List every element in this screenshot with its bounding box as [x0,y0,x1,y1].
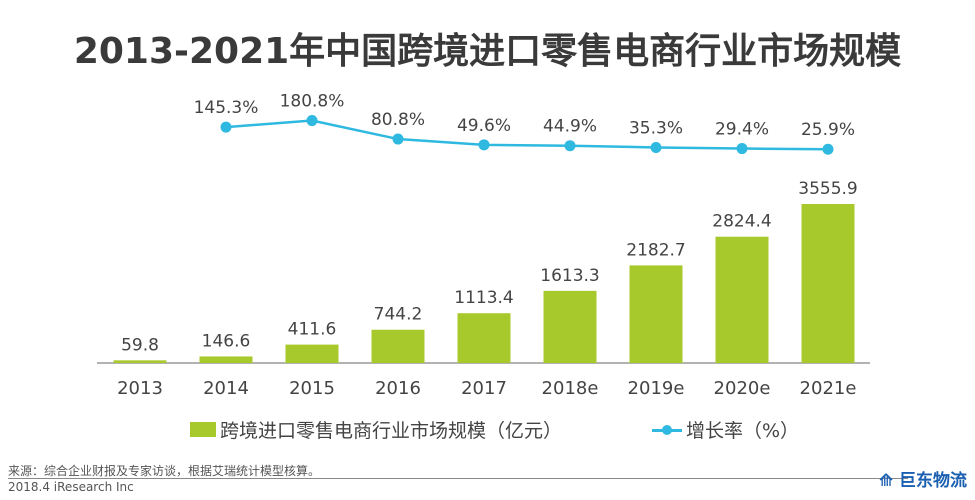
growth-point-2019e [650,141,662,153]
legend-item-growth-rate: 增长率（%） [652,416,799,443]
x-tick-2014: 2014 [203,378,249,399]
bar-label-2013: 59.8 [121,335,159,355]
line-marker-icon [652,423,682,437]
growth-point-2018e [564,140,576,152]
growth-point-2014 [220,121,232,133]
growth-point-2017 [478,139,490,151]
bar-2018e [543,290,597,363]
legend-label: 增长率（%） [686,420,800,442]
x-tick-2013: 2013 [117,378,163,399]
bar-label-2020e: 2824.4 [712,212,771,232]
x-tick-2021e: 2021e [800,378,857,399]
bar-2017 [457,313,511,363]
growth-label-2015: 180.8% [280,92,345,112]
bar-label-2021e: 3555.9 [798,179,857,199]
x-tick-2018e: 2018e [542,378,599,399]
bar-label-2015: 411.6 [288,320,337,340]
bar-2014 [199,356,253,363]
growth-rate-line [225,119,829,151]
bar-label-2018e: 1613.3 [540,266,599,286]
footer-divider [8,478,908,479]
growth-label-2020e: 29.4% [715,120,769,140]
growth-label-2019e: 35.3% [629,118,683,138]
growth-point-2020e [736,143,748,155]
chart-area: 59.8 2013 146.6 2014 411.6 2015 744.2 2016 1113.… [97,92,870,399]
bar-2016 [371,329,425,363]
watermark-logo: ⟰ 巨东物流 [878,471,967,491]
x-tick-2020e: 2020e [714,378,771,399]
bar-2020e [715,236,769,363]
growth-label-2021e: 25.9% [801,120,855,140]
growth-point-2021e [822,143,834,155]
x-tick-2015: 2015 [289,378,335,399]
bar-label-2017: 1113.4 [454,288,513,308]
bar-2019e [629,265,683,363]
growth-label-2016: 80.8% [371,110,425,130]
source-note: 来源：综合企业财报及专家访谈，根据艾瑞统计模型核算。 [8,464,321,478]
x-tick-2017: 2017 [461,378,507,399]
growth-point-2015 [306,115,318,127]
bar-2021e [801,204,855,363]
credit-note: 2018.4 iResearch Inc [8,480,134,494]
bar-label-2019e: 2182.7 [626,240,685,260]
bar-2015 [285,344,339,363]
growth-point-2016 [392,133,404,145]
bar-label-2014: 146.6 [202,331,251,351]
growth-label-2014: 145.3% [194,98,259,118]
legend-label: 跨境进口零售电商行业市场规模（亿元） [220,420,563,442]
growth-label-2017: 49.6% [457,116,511,136]
bar-swatch-icon [190,422,216,437]
bar-label-2016: 744.2 [374,305,423,325]
growth-label-2018e: 44.9% [543,117,597,137]
chart-title: 2013-2021年中国跨境进口零售电商行业市场规模 [73,31,902,72]
x-tick-2019e: 2019e [628,378,685,399]
legend-item-market-size: 跨境进口零售电商行业市场规模（亿元） [190,416,562,443]
bar-2013 [113,360,167,363]
x-tick-2016: 2016 [375,378,421,399]
